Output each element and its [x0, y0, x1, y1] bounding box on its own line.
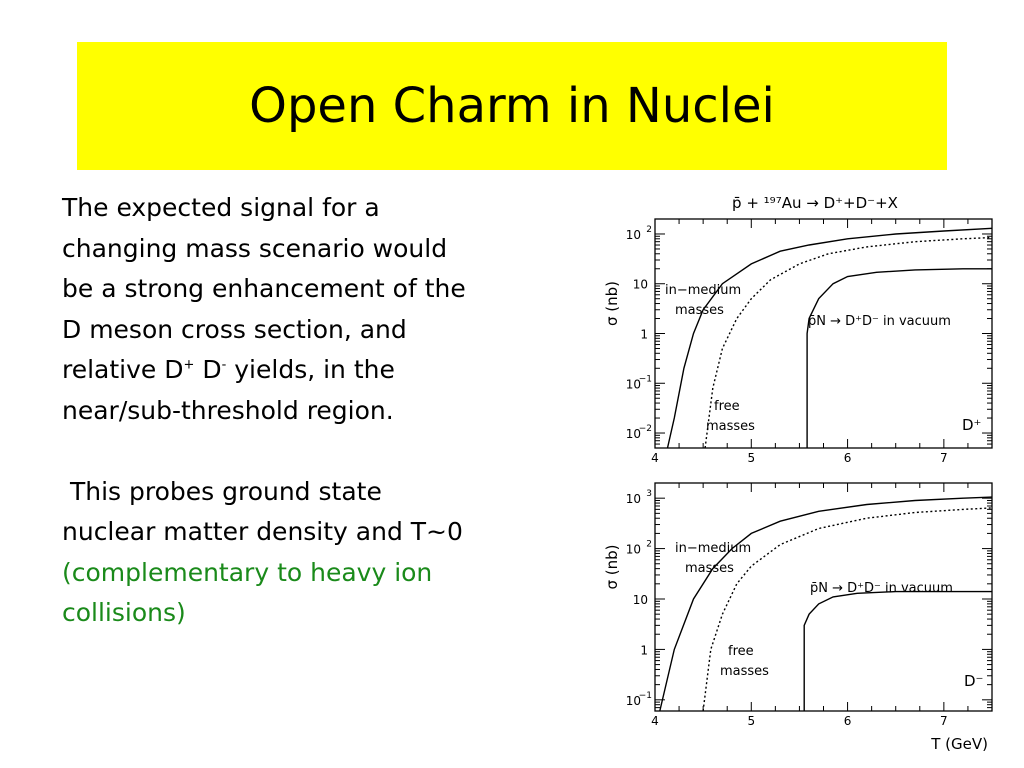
y-tick-label: 1: [640, 643, 648, 657]
plot-frame: [654, 218, 993, 449]
y-tick-label: 10: [626, 694, 641, 708]
x-tick-label: 5: [747, 451, 755, 465]
y-tick-exponent: 2: [646, 540, 652, 550]
para2-green-line1: (complementary to heavy ion: [62, 557, 433, 587]
body-text: The expected signal for a changing mass …: [62, 188, 582, 634]
para1-line2: changing mass scenario would: [62, 233, 448, 263]
title-banner: Open Charm in Nuclei: [77, 42, 947, 170]
y-axis-label: σ (nb): [603, 544, 621, 589]
y-tick-label: 10: [633, 278, 648, 292]
y-tick-exponent: −2: [639, 424, 652, 434]
y-tick-label: 1: [640, 328, 648, 342]
x-tick-label: 7: [940, 451, 948, 465]
para2-green-line2: collisions): [62, 598, 186, 627]
annotation-free-masses: masses: [706, 419, 755, 434]
y-tick-exponent: 2: [646, 225, 652, 235]
superscript-minus: -: [221, 357, 227, 373]
y-tick-label: 10: [626, 377, 641, 391]
y-tick-label: 10: [633, 593, 648, 607]
free-mass-curve: [702, 507, 993, 712]
y-tick-exponent: 3: [646, 489, 652, 499]
vacuum-curve: [803, 590, 992, 711]
annotation-free: free: [714, 399, 740, 414]
annotation-in-medium-masses: masses: [685, 561, 734, 576]
y-tick-exponent: −1: [639, 374, 652, 384]
slide-title: Open Charm in Nuclei: [249, 78, 775, 134]
x-axis-label: T (GeV): [930, 735, 988, 753]
para1-line3: be a strong enhancement of the: [62, 274, 466, 303]
annotation-free: free: [728, 644, 754, 659]
annotation-vacuum: p̄N → D⁺D⁻ in vacuum: [810, 581, 953, 596]
y-tick-exponent: −1: [639, 691, 652, 701]
plot-frame: [654, 482, 993, 712]
x-tick-label: 4: [651, 451, 659, 465]
figure-title: p̄ + ¹⁹⁷Au → D⁺+D⁻+X: [732, 194, 898, 212]
vacuum-curve: [806, 268, 992, 448]
annotation-in-medium-masses: masses: [675, 303, 724, 318]
x-tick-label: 4: [651, 714, 659, 728]
x-tick-label: 7: [940, 714, 948, 728]
x-tick-label: 6: [844, 714, 852, 728]
blank-line: [62, 431, 582, 472]
in-medium-curve: [659, 496, 993, 712]
y-axis-label: σ (nb): [603, 281, 621, 326]
panel-label: D⁺: [962, 416, 981, 434]
superscript-plus: +: [183, 357, 195, 373]
y-tick-label: 10: [626, 427, 641, 441]
annotation-in-medium: in−medium: [675, 541, 751, 556]
para1-line6: near/sub-threshold region.: [62, 395, 394, 425]
relative-d-text: relative D: [62, 355, 184, 384]
y-tick-label: 10: [626, 492, 641, 506]
yields-text: yields, in the: [226, 355, 395, 384]
para1-line4: D meson cross section, and: [62, 314, 407, 344]
para2-line2: nuclear matter density and T~0: [62, 517, 463, 546]
in-medium-curve: [666, 227, 993, 449]
x-tick-label: 5: [747, 714, 755, 728]
annotation-in-medium: in−medium: [665, 283, 741, 298]
panel-label: D⁻: [964, 672, 983, 690]
para1-line1: The expected signal for a: [62, 193, 380, 222]
y-tick-label: 10: [626, 543, 641, 557]
annotation-vacuum: p̄N → D⁺D⁻ in vacuum: [808, 314, 951, 329]
d-text: D: [194, 355, 222, 384]
para2-line1: This probes ground state: [62, 476, 382, 506]
para1-line5: relative D+ D- yields, in the: [62, 350, 582, 391]
y-tick-label: 10: [626, 228, 641, 242]
annotation-free-masses: masses: [720, 664, 769, 679]
x-tick-label: 6: [844, 451, 852, 465]
